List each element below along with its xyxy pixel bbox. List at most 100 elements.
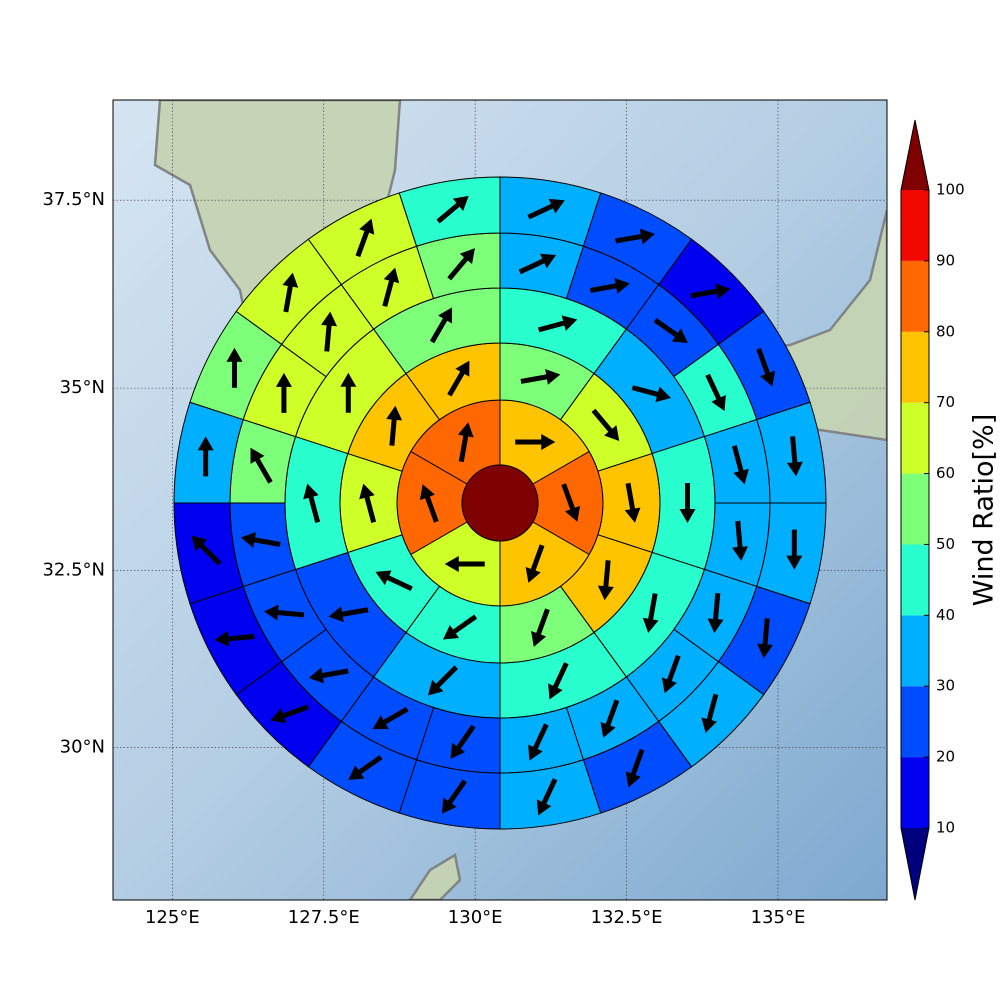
y-tick-label: 35°N	[60, 377, 105, 398]
wind-arrow	[275, 372, 292, 413]
wind-arrow	[642, 593, 659, 633]
wind-arrow	[264, 604, 305, 621]
wind-arrow	[214, 630, 255, 647]
wind-arrow	[321, 311, 338, 352]
wind-arrow	[518, 253, 557, 275]
colorbar-label: Wind Ratio[%]	[969, 414, 1000, 606]
wind-arrow	[525, 544, 545, 583]
colorbar-tick-label: 30	[936, 677, 955, 695]
wind-arrow	[328, 606, 369, 623]
wind-arrow	[731, 445, 749, 485]
colorbar-bin	[901, 757, 929, 828]
wind-arrow	[447, 360, 470, 397]
wind-arrow	[515, 433, 556, 450]
colorbar-tick-label: 80	[936, 322, 955, 340]
wind-arrow	[679, 483, 696, 523]
wind-arrow	[520, 369, 561, 385]
wind-arrow	[548, 662, 569, 700]
wind-arrow	[701, 693, 719, 734]
wind-arrow	[436, 195, 469, 224]
colorbar-tick-label: 60	[936, 464, 955, 482]
wind-arrow	[732, 520, 749, 561]
wind-arrow	[705, 373, 726, 412]
wind-arrow	[226, 347, 243, 388]
wind-arrow	[303, 483, 321, 523]
colorbar-bin	[901, 473, 929, 545]
wind-arrow	[624, 482, 641, 523]
wind-arrow	[447, 248, 475, 281]
y-tick-label: 32.5°N	[42, 559, 105, 580]
x-tick-label: 132.5°E	[591, 907, 663, 928]
wind-arrow	[308, 667, 349, 684]
sector	[284, 435, 349, 571]
wind-arrow	[450, 724, 476, 759]
wind-arrow	[382, 267, 400, 307]
wind-arrow	[690, 283, 731, 300]
wind-arrow	[250, 447, 273, 484]
colorbar-extend-high	[901, 120, 929, 190]
wind-arrow	[600, 699, 620, 738]
wind-arrow	[561, 483, 581, 522]
colorbar-tick-label: 70	[936, 393, 955, 411]
wind-arrow	[375, 570, 413, 592]
colorbar-bin	[901, 260, 929, 332]
wind-arrow	[661, 654, 681, 694]
wind-arrow	[591, 408, 620, 442]
wind-arrow	[707, 592, 724, 634]
colorbar-tick-label: 20	[936, 748, 955, 766]
wind-arrow	[589, 278, 630, 294]
wind-arrow	[631, 385, 672, 403]
wind-arrow	[386, 405, 403, 446]
wind-arrow	[531, 608, 550, 647]
wind-arrow	[270, 704, 309, 724]
wind-arrow	[340, 372, 357, 413]
wind-arrow	[527, 198, 565, 220]
wind-arrow	[372, 706, 409, 730]
wind-arrow	[457, 422, 474, 463]
x-tick-label: 125°E	[145, 907, 200, 928]
wind-arrow	[197, 436, 214, 477]
wind-arrow	[528, 723, 549, 761]
wind-arrow	[597, 560, 614, 601]
wind-arrow	[240, 532, 281, 548]
colorbar-bin	[901, 190, 929, 261]
wind-arrow	[786, 436, 803, 477]
wind-arrow	[537, 315, 578, 333]
wind-arrow	[355, 218, 375, 258]
colorbar-extend-low	[901, 828, 929, 900]
colorbar-tick-label: 50	[936, 535, 955, 553]
x-tick-label: 127.5°E	[288, 907, 360, 928]
wind-arrow	[653, 318, 688, 343]
axes-frame	[112, 99, 888, 901]
colorbar-tick-label: 40	[936, 606, 955, 624]
colorbar-bin	[901, 615, 929, 687]
wind-arrow	[625, 748, 645, 788]
colorbar-tick-label: 100	[936, 181, 965, 199]
y-tick-label: 30°N	[60, 737, 105, 758]
x-tick-label: 130°E	[448, 907, 503, 928]
wind-arrow	[615, 228, 655, 245]
center-disc	[461, 464, 539, 542]
wind-arrow	[429, 307, 453, 344]
colorbar-bin	[901, 402, 929, 474]
wind-arrow	[441, 779, 467, 814]
y-tick-label: 37.5°N	[42, 189, 105, 210]
x-tick-label: 135°E	[751, 907, 806, 928]
sector	[651, 435, 716, 571]
colorbar-tick-label: 10	[936, 819, 955, 837]
wind-arrow	[282, 272, 299, 313]
wind-arrow	[191, 535, 222, 566]
wind-arrow	[419, 484, 439, 523]
wind-arrow	[756, 348, 776, 387]
colorbar-bin	[901, 686, 929, 758]
wind-arrow	[359, 483, 377, 523]
wind-arrow	[786, 529, 803, 570]
wind-arrow	[427, 665, 458, 696]
wind-arrow	[757, 618, 773, 659]
wind-arrow	[348, 755, 383, 780]
colorbar-bin	[901, 331, 929, 403]
wind-arrow	[536, 778, 558, 816]
wind-arrow	[442, 614, 478, 640]
wind-arrow	[444, 556, 485, 573]
